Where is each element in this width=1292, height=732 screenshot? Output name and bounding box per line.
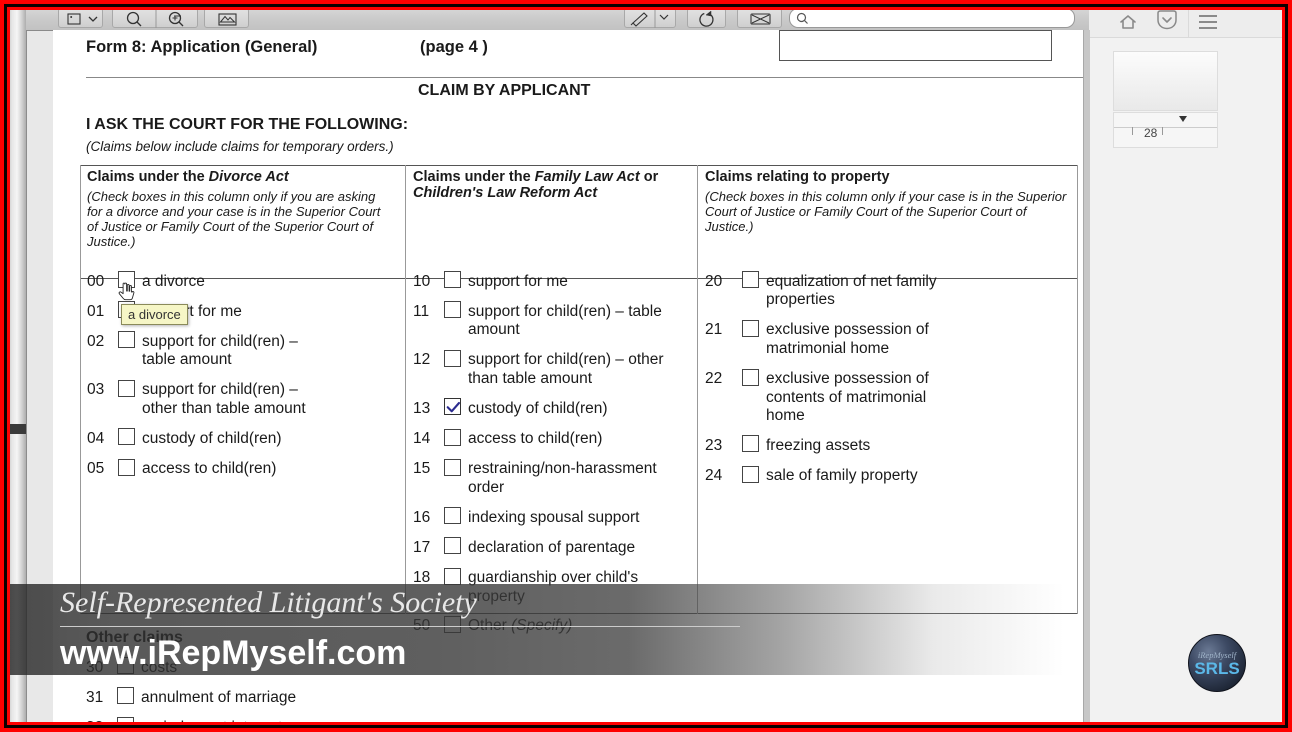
svg-text:SRLS: SRLS	[1194, 659, 1239, 678]
